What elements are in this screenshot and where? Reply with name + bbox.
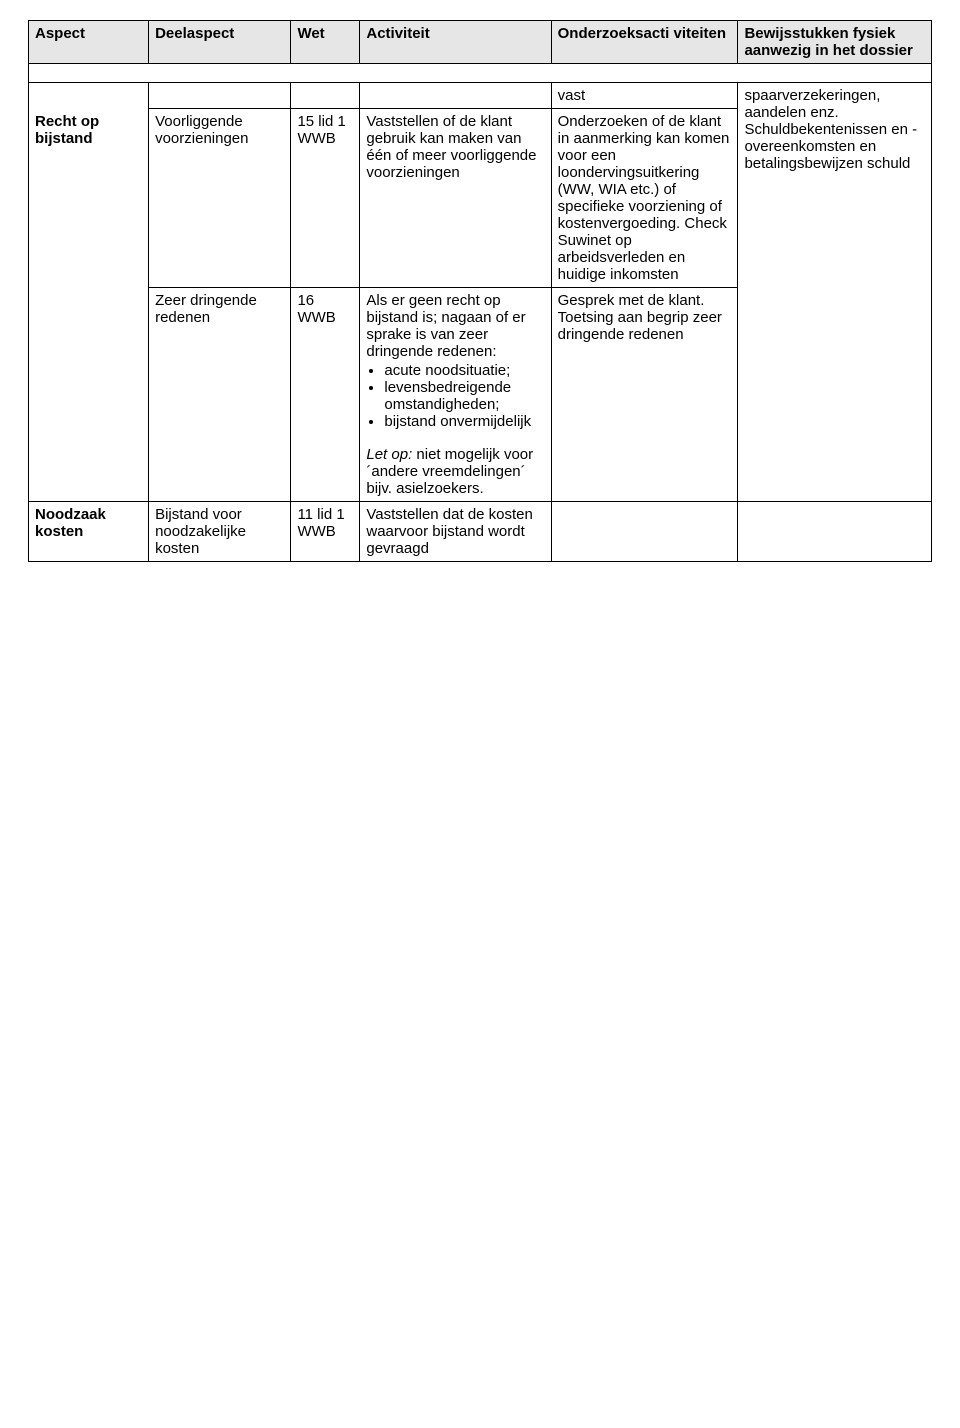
table-row: vast spaarverzekeringen, aandelen enz. S… xyxy=(29,83,932,109)
table-row: Noodzaak kosten Bijstand voor noodzakeli… xyxy=(29,502,932,562)
list-item: levensbedreigende omstandigheden; xyxy=(384,379,544,413)
cell-onderzoek xyxy=(551,502,738,562)
activiteit-bullets: acute noodsituatie; levensbedreigende om… xyxy=(384,362,544,430)
activiteit-intro: Als er geen recht op bijstand is; nagaan… xyxy=(366,292,544,360)
cell-bewijs: spaarverzekeringen, aandelen enz. Schuld… xyxy=(738,83,932,288)
header-row: Aspect Deelaspect Wet Activiteit Onderzo… xyxy=(29,21,932,64)
cell-aspect: Recht op bijstand xyxy=(29,109,149,288)
cell-bewijs xyxy=(738,502,932,562)
aspect-label: Recht op bijstand xyxy=(35,113,99,147)
cell-wet: 11 lid 1 WWB xyxy=(291,502,360,562)
list-item: bijstand onvermijdelijk xyxy=(384,413,544,430)
spacer-row xyxy=(29,64,932,83)
cell-wet: 16 WWB xyxy=(291,288,360,502)
cell-onderzoek: vast xyxy=(551,83,738,109)
cell-activiteit: Vaststellen dat de kosten waarvoor bijst… xyxy=(360,502,551,562)
cell-onderzoek: Gesprek met de klant. Toetsing aan begri… xyxy=(551,288,738,502)
header-activiteit: Activiteit xyxy=(360,21,551,64)
cell-onderzoek: Onderzoeken of de klant in aanmerking ka… xyxy=(551,109,738,288)
aspect-label: Noodzaak kosten xyxy=(35,506,106,540)
cell-aspect xyxy=(29,288,149,502)
cell-activiteit xyxy=(360,83,551,109)
cell-deelaspect xyxy=(149,83,291,109)
header-aspect: Aspect xyxy=(29,21,149,64)
header-onderzoek: Onderzoeksacti viteiten xyxy=(551,21,738,64)
list-item: acute noodsituatie; xyxy=(384,362,544,379)
header-deelaspect: Deelaspect xyxy=(149,21,291,64)
cell-bewijs xyxy=(738,288,932,502)
page-container: Aspect Deelaspect Wet Activiteit Onderzo… xyxy=(0,0,960,582)
cell-wet: 15 lid 1 WWB xyxy=(291,109,360,288)
header-wet: Wet xyxy=(291,21,360,64)
note-lead: Let op: xyxy=(366,446,412,463)
cell-aspect: Noodzaak kosten xyxy=(29,502,149,562)
cell-deelaspect: Bijstand voor noodzakelijke kosten xyxy=(149,502,291,562)
activiteit-note: Let op: niet mogelijk voor ´andere vreem… xyxy=(366,446,544,497)
cell-deelaspect: Voorliggende voorzieningen xyxy=(149,109,291,288)
table-row: Zeer dringende redenen 16 WWB Als er gee… xyxy=(29,288,932,502)
cell-aspect xyxy=(29,83,149,109)
main-table: Aspect Deelaspect Wet Activiteit Onderzo… xyxy=(28,20,932,562)
cell-activiteit: Als er geen recht op bijstand is; nagaan… xyxy=(360,288,551,502)
cell-deelaspect: Zeer dringende redenen xyxy=(149,288,291,502)
cell-activiteit: Vaststellen of de klant gebruik kan make… xyxy=(360,109,551,288)
header-bewijs: Bewijsstukken fysiek aanwezig in het dos… xyxy=(738,21,932,64)
cell-wet xyxy=(291,83,360,109)
